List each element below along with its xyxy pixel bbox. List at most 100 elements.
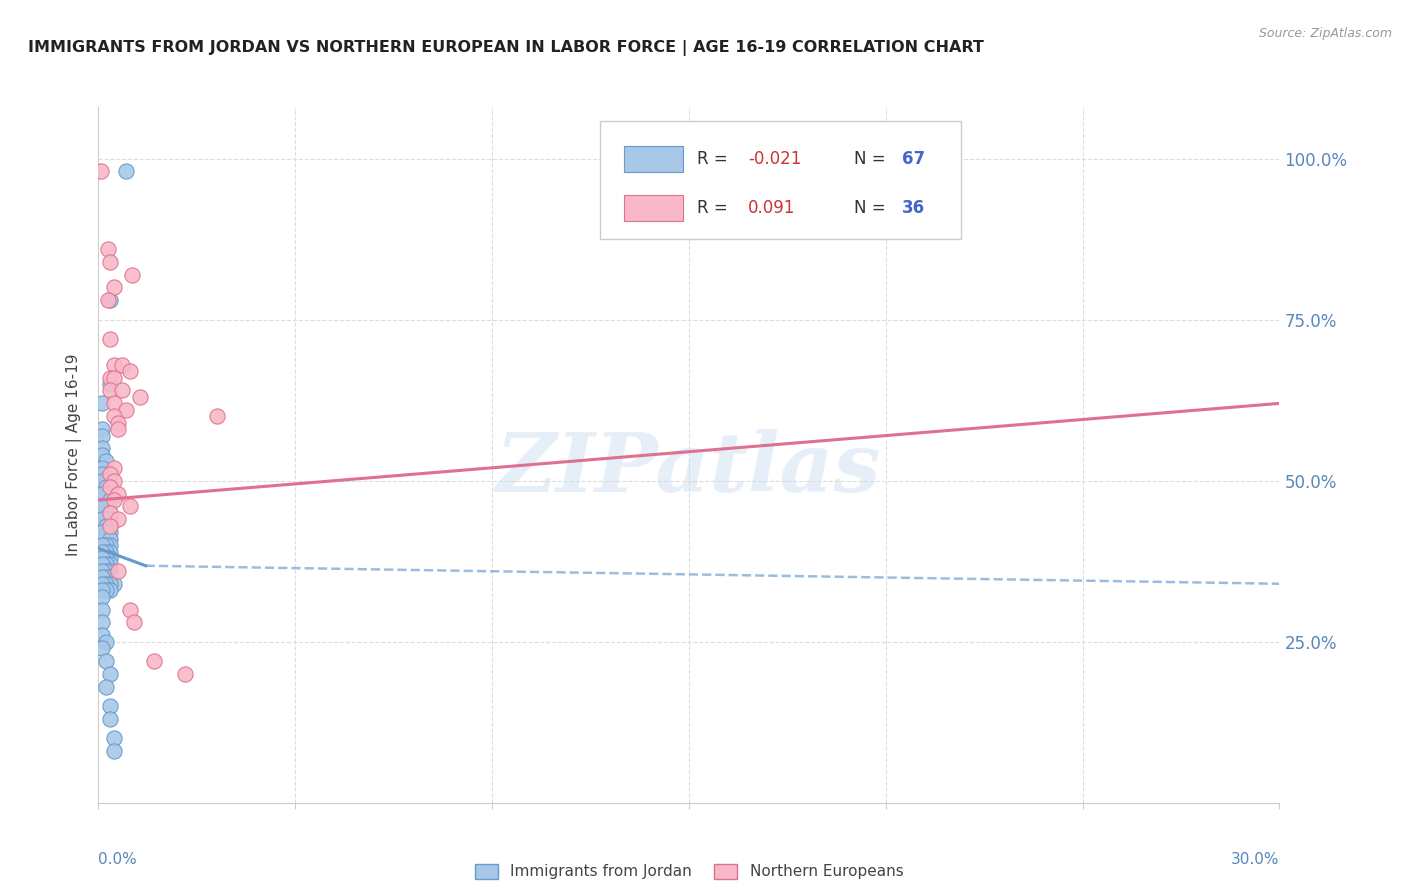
Point	[115, 164, 138, 178]
Point	[118, 500, 141, 514]
Text: 30.0%: 30.0%	[1232, 852, 1279, 867]
Point	[142, 654, 165, 668]
Text: ZIPatlas: ZIPatlas	[496, 429, 882, 508]
Point	[91, 428, 114, 442]
Point	[96, 454, 118, 468]
Point	[174, 667, 197, 681]
Point	[91, 396, 114, 410]
Point	[96, 512, 118, 526]
Point	[98, 506, 121, 520]
Point	[103, 396, 125, 410]
Point	[98, 667, 121, 681]
Point	[91, 486, 114, 500]
Point	[91, 602, 114, 616]
Text: Source: ZipAtlas.com: Source: ZipAtlas.com	[1258, 27, 1392, 40]
Point	[98, 518, 121, 533]
FancyBboxPatch shape	[624, 194, 683, 221]
Point	[96, 474, 118, 488]
Point	[98, 551, 121, 566]
Point	[91, 564, 114, 578]
Point	[96, 564, 118, 578]
Point	[98, 384, 121, 398]
Point	[111, 358, 134, 372]
Legend: Immigrants from Jordan, Northern Europeans: Immigrants from Jordan, Northern Europea…	[468, 857, 910, 886]
Text: R =: R =	[697, 150, 733, 169]
Point	[122, 615, 145, 630]
Point	[91, 558, 114, 572]
Point	[118, 364, 141, 378]
Text: 36: 36	[901, 199, 925, 217]
Point	[111, 384, 134, 398]
Point	[128, 390, 150, 404]
Point	[107, 564, 129, 578]
Point	[121, 268, 143, 282]
Point	[91, 448, 114, 462]
Point	[96, 583, 118, 598]
Point	[97, 242, 120, 256]
Point	[98, 293, 121, 308]
Point	[98, 525, 121, 540]
Point	[98, 564, 121, 578]
Text: N =: N =	[855, 199, 891, 217]
Point	[91, 538, 114, 552]
Point	[98, 518, 121, 533]
Point	[91, 583, 114, 598]
Point	[103, 731, 125, 746]
Point	[91, 628, 114, 642]
Text: R =: R =	[697, 199, 733, 217]
Point	[98, 467, 121, 482]
Point	[205, 409, 228, 424]
Point	[107, 486, 129, 500]
Text: -0.021: -0.021	[748, 150, 801, 169]
Point	[98, 538, 121, 552]
Point	[96, 544, 118, 558]
Point	[96, 634, 118, 648]
Point	[91, 525, 114, 540]
Point	[91, 422, 114, 436]
Text: 67: 67	[901, 150, 925, 169]
Text: 0.0%: 0.0%	[98, 852, 138, 867]
Point	[103, 370, 125, 384]
Point	[103, 409, 125, 424]
Point	[98, 506, 121, 520]
Point	[98, 377, 121, 392]
Point	[91, 570, 114, 584]
Point	[96, 538, 118, 552]
Point	[96, 680, 118, 694]
Point	[97, 293, 120, 308]
Point	[96, 558, 118, 572]
Point	[98, 493, 121, 508]
Point	[103, 474, 125, 488]
Point	[91, 551, 114, 566]
Point	[96, 500, 118, 514]
Point	[98, 370, 121, 384]
Point	[90, 164, 112, 178]
Point	[96, 654, 118, 668]
Point	[96, 518, 118, 533]
Point	[98, 570, 121, 584]
Point	[115, 402, 138, 417]
Point	[103, 358, 125, 372]
Point	[91, 512, 114, 526]
FancyBboxPatch shape	[600, 121, 960, 239]
Point	[118, 602, 141, 616]
Y-axis label: In Labor Force | Age 16-19: In Labor Force | Age 16-19	[66, 353, 83, 557]
Point	[91, 641, 114, 656]
Point	[98, 254, 121, 268]
Point	[91, 544, 114, 558]
FancyBboxPatch shape	[624, 146, 683, 172]
Point	[91, 500, 114, 514]
Point	[96, 486, 118, 500]
Point	[98, 576, 121, 591]
Point	[98, 583, 121, 598]
Text: 0.091: 0.091	[748, 199, 796, 217]
Point	[107, 512, 129, 526]
Point	[98, 332, 121, 346]
Text: IMMIGRANTS FROM JORDAN VS NORTHERN EUROPEAN IN LABOR FORCE | AGE 16-19 CORRELATI: IMMIGRANTS FROM JORDAN VS NORTHERN EUROP…	[28, 40, 984, 56]
Point	[91, 590, 114, 604]
Point	[91, 576, 114, 591]
Text: N =: N =	[855, 150, 891, 169]
Point	[96, 551, 118, 566]
Point	[107, 422, 129, 436]
Point	[96, 525, 118, 540]
